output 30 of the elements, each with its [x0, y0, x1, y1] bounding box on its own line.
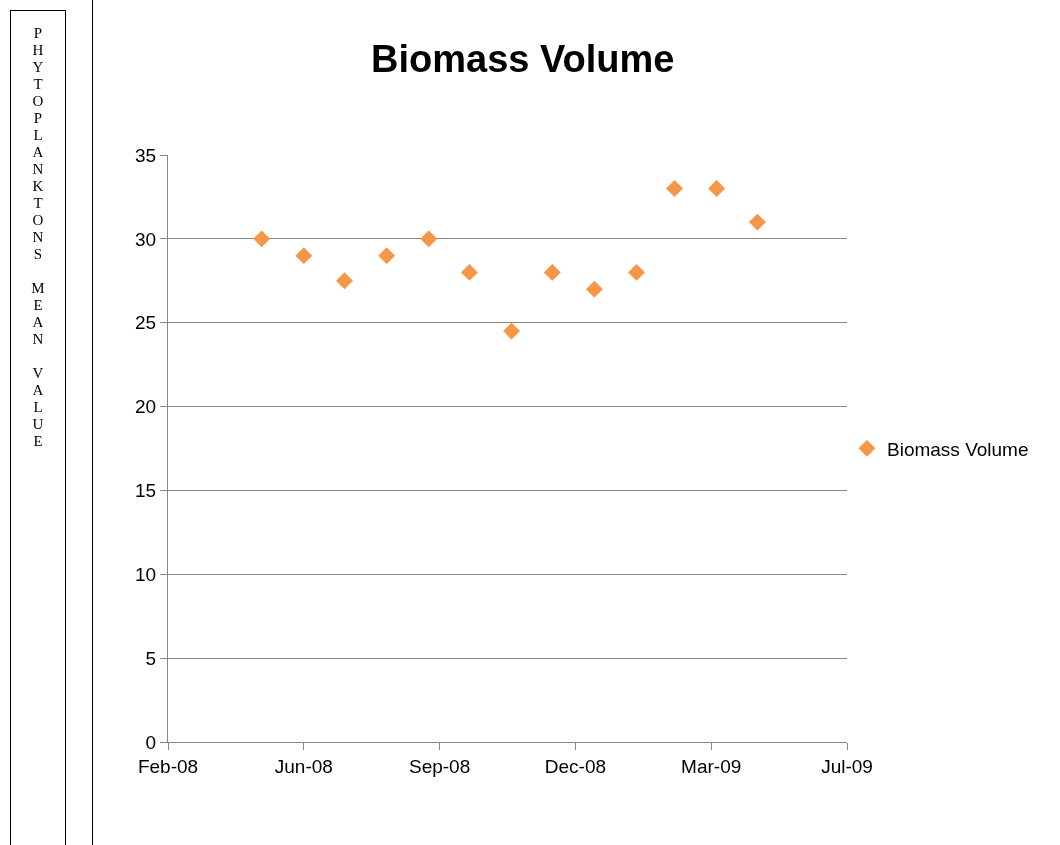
chart-title: Biomass Volume [371, 38, 675, 81]
x-tick-label: Mar-09 [681, 755, 742, 777]
y-tick-label: 10 [135, 563, 157, 585]
point [336, 272, 353, 290]
point [378, 247, 396, 265]
y-tick-label: 30 [135, 228, 157, 250]
text: PHYTOPLANKTONS MEAN VALUE [31, 25, 45, 449]
point [253, 230, 271, 248]
y-tick-label: 35 [135, 144, 157, 166]
point [295, 247, 313, 265]
y-tick-label: 0 [145, 731, 157, 753]
y-tick-label: 15 [135, 480, 157, 502]
x-tick-label: Feb-08 [137, 755, 199, 777]
point [708, 180, 726, 197]
y-tick-label: 5 [145, 647, 157, 669]
point [628, 263, 645, 281]
y-tick-label: 20 [135, 396, 157, 418]
point [503, 322, 521, 340]
point [543, 263, 561, 281]
x-tick-label: Dec-08 [544, 755, 607, 777]
x-tick-label: Jun-08 [274, 755, 333, 777]
x-tick-label: Jul-09 [821, 755, 873, 777]
point [420, 230, 438, 248]
point [666, 180, 683, 197]
point [461, 263, 478, 281]
point [585, 280, 603, 298]
point [748, 213, 766, 231]
legend-label: Biomass Volume [887, 438, 1029, 460]
y-tick-label: 25 [135, 312, 157, 334]
x-tick-label: Sep-08 [408, 755, 471, 777]
